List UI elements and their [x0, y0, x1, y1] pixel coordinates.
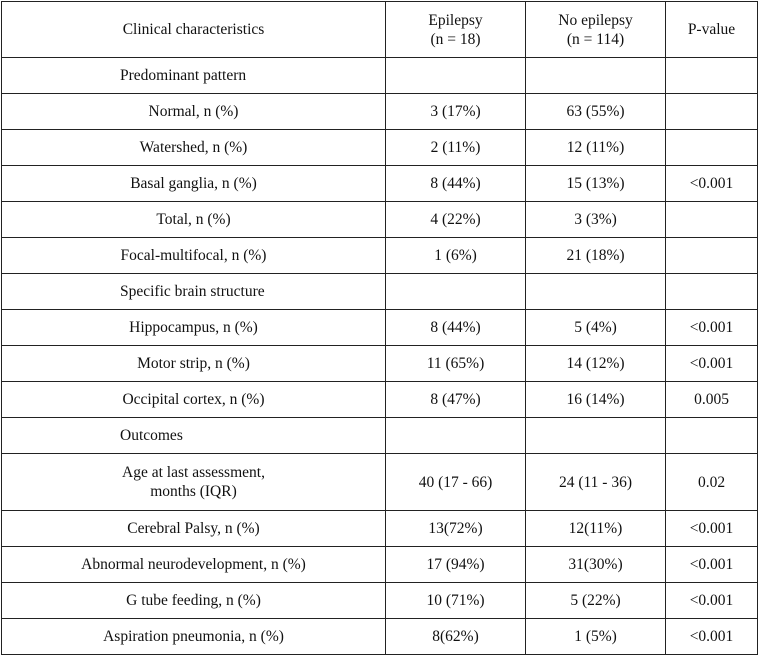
table-row: Abnormal neurodevelopment, n (%) 17 (94%)…: [1, 546, 758, 583]
table-cell: Basal ganglia, n (%): [1, 165, 386, 202]
table-cell: [525, 273, 666, 310]
section-row: Predominant pattern: [1, 57, 758, 94]
table-row: Watershed, n (%) 2 (11%) 12 (11%): [1, 129, 758, 166]
table-cell: Epilepsy (n = 18): [385, 1, 526, 58]
table-row: Focal-multifocal, n (%) 1 (6%) 21 (18%): [1, 237, 758, 274]
table-row: Occipital cortex, n (%) 8 (47%) 16 (14%) 0.…: [1, 381, 758, 418]
table-cell: 8 (47%): [385, 381, 526, 418]
table-cell: 0.005: [665, 381, 758, 418]
table-cell: [665, 417, 758, 454]
table-cell: 5 (4%): [525, 309, 666, 346]
table-cell: <0.001: [665, 510, 758, 547]
cell-line: No epilepsy: [558, 11, 633, 29]
table-cell: 1 (6%): [385, 237, 526, 274]
cell-line: months (IQR): [150, 483, 237, 500]
table-cell: [665, 93, 758, 130]
table-cell: 10 (71%): [385, 582, 526, 619]
table-cell: 1 (5%): [525, 618, 666, 655]
table-cell: Occipital cortex, n (%): [1, 381, 386, 418]
table-cell: Motor strip, n (%): [1, 345, 386, 382]
table-cell: 3 (3%): [525, 201, 666, 238]
table-cell: [385, 57, 526, 94]
table-cell: Watershed, n (%): [1, 129, 386, 166]
table-cell: <0.001: [665, 618, 758, 655]
table-cell: [385, 273, 526, 310]
table-cell: 40 (17 - 66): [385, 453, 526, 511]
section-row: Specific brain structure: [1, 273, 758, 310]
table-cell: 2 (11%): [385, 129, 526, 166]
table-cell: 11 (65%): [385, 345, 526, 382]
table-cell: 24 (11 - 36): [525, 453, 666, 511]
table-row: Cerebral Palsy, n (%) 13(72%) 12(11%) <0.00…: [1, 510, 758, 547]
table-cell: <0.001: [665, 309, 758, 346]
table-cell: 5 (22%): [525, 582, 666, 619]
table-cell: Aspiration pneumonia, n (%): [1, 618, 386, 655]
table-cell: Focal-multifocal, n (%): [1, 237, 386, 274]
table-cell: [665, 273, 758, 310]
table-cell: 3 (17%): [385, 93, 526, 130]
table-cell: <0.001: [665, 165, 758, 202]
cell-line: Age at last assessment,: [122, 464, 265, 481]
section-row: Outcomes: [1, 417, 758, 454]
table-cell: [665, 57, 758, 94]
table-cell: Abnormal neurodevelopment, n (%): [1, 546, 386, 583]
table-cell: Specific brain structure: [1, 273, 386, 310]
table-row: G tube feeding, n (%) 10 (71%) 5 (22%) <0.0…: [1, 582, 758, 619]
table-cell: 0.02: [665, 453, 758, 511]
table-cell: <0.001: [665, 582, 758, 619]
table-cell: 12(11%): [525, 510, 666, 547]
table-cell: 13(72%): [385, 510, 526, 547]
table-row: Aspiration pneumonia, n (%) 8(62%) 1 (5%) <…: [1, 618, 758, 655]
table-cell: Normal, n (%): [1, 93, 386, 130]
table-cell: [385, 417, 526, 454]
table-cell: 16 (14%): [525, 381, 666, 418]
table-cell: Clinical characteristics: [1, 1, 386, 58]
table-cell: Age at last assessment, months (IQR): [1, 453, 386, 511]
table-cell: 63 (55%): [525, 93, 666, 130]
table-cell: <0.001: [665, 345, 758, 382]
table-cell: 12 (11%): [525, 129, 666, 166]
table-cell: Hippocampus, n (%): [1, 309, 386, 346]
table-row: Normal, n (%) 3 (17%) 63 (55%): [1, 93, 758, 130]
table-cell: 31(30%): [525, 546, 666, 583]
table-cell: Cerebral Palsy, n (%): [1, 510, 386, 547]
table-cell: 15 (13%): [525, 165, 666, 202]
cell-line: Epilepsy: [428, 11, 483, 29]
table-cell: Total, n (%): [1, 201, 386, 238]
table-cell: 17 (94%): [385, 546, 526, 583]
table-cell: 8 (44%): [385, 165, 526, 202]
cell-line: (n = 114): [566, 30, 625, 48]
table-cell: [665, 201, 758, 238]
table-cell: [525, 417, 666, 454]
table-cell: 4 (22%): [385, 201, 526, 238]
table-cell: <0.001: [665, 546, 758, 583]
table-row: Motor strip, n (%) 11 (65%) 14 (12%) <0.001: [1, 345, 758, 382]
table-cell: No epilepsy (n = 114): [525, 1, 666, 58]
table-cell: 8(62%): [385, 618, 526, 655]
table-cell: P-value: [665, 1, 758, 58]
cell-line: (n = 18): [430, 30, 481, 48]
table-cell: [525, 57, 666, 94]
table-cell: G tube feeding, n (%): [1, 582, 386, 619]
table-row: Basal ganglia, n (%) 8 (44%) 15 (13%) <0.00…: [1, 165, 758, 202]
table-cell: [665, 237, 758, 274]
table-cell: 21 (18%): [525, 237, 666, 274]
table-row: Age at last assessment, months (IQR) 40 (1…: [1, 453, 758, 511]
table-cell: Predominant pattern: [1, 57, 386, 94]
table-cell: [665, 129, 758, 166]
header-row: Clinical characteristics Epilepsy (n = 18)…: [1, 1, 758, 58]
table-row: Hippocampus, n (%) 8 (44%) 5 (4%) <0.001: [1, 309, 758, 346]
table-cell: 8 (44%): [385, 309, 526, 346]
table-cell: 14 (12%): [525, 345, 666, 382]
table-row: Total, n (%) 4 (22%) 3 (3%): [1, 201, 758, 238]
table-cell: Outcomes: [1, 417, 386, 454]
